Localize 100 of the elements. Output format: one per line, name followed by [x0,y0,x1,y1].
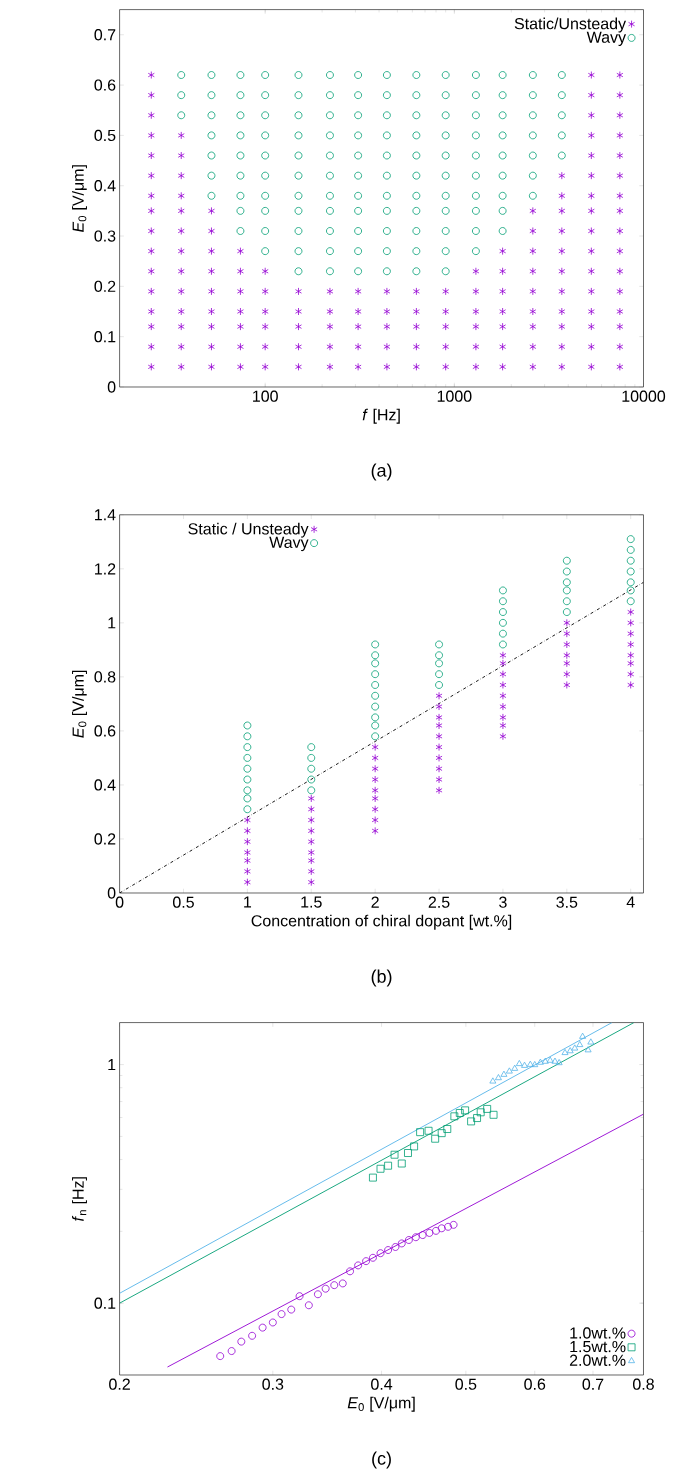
point [307,837,315,846]
point [435,721,443,730]
point [371,651,380,660]
point [435,713,443,722]
y-tick-label: 0.8 [94,671,116,683]
point [371,732,380,741]
point [243,826,251,835]
point [435,702,443,711]
point [626,597,635,606]
x-tick-label: 3.5 [556,896,578,908]
y-tick-label: 1.2 [95,563,116,575]
point [563,640,571,649]
point [499,702,507,711]
y-tick-label: 0.6 [94,725,116,737]
x-tick-label: 0.5 [455,1378,477,1390]
x-tick-label: 0.6 [524,1378,546,1390]
point [563,651,571,660]
point [243,721,252,730]
point [243,732,252,741]
text: (b) [371,969,392,987]
point [626,578,635,587]
point [435,691,443,700]
x-tick-label: 0.8 [632,1378,654,1390]
point [562,586,571,595]
point [243,754,252,762]
y-tick-label: 0.2 [94,280,116,293]
point [499,721,507,730]
x-tick-label: 2.5 [428,896,450,908]
y-tick-label: 1 [108,617,116,629]
point [499,618,507,627]
point [627,670,635,679]
point [499,629,507,638]
point [371,805,379,814]
point [435,775,443,784]
legend-label: 1.5wt.% [570,1340,626,1353]
x-tick-label: 0.3 [262,1378,284,1390]
point [307,786,316,795]
point [243,805,252,814]
point [499,597,507,606]
y-tick-label: 0.3 [94,230,116,242]
x-tick-label: 4 [626,896,635,908]
y-tick-label: 0.4 [94,180,116,192]
point [435,670,443,679]
point [307,826,315,835]
y-tick-label: 0.1 [94,331,116,343]
point [563,629,571,638]
point [371,681,380,689]
point [371,794,379,803]
x-tick-label: 10000 [622,390,666,402]
point [499,681,507,689]
y-tick-label: 0.1 [94,1297,116,1309]
point [243,816,251,824]
point [307,754,316,762]
point [243,867,251,876]
point [626,535,635,544]
point [243,878,251,887]
point [307,848,315,857]
point [307,775,316,784]
x-tick-label: 0.5 [173,896,194,908]
point [499,691,507,700]
legend-label: Static / Unsteady [188,522,309,538]
point [371,743,379,752]
point [371,713,380,722]
point [562,597,571,606]
legend-label: Wavy [269,536,309,552]
point [435,651,443,660]
point [243,764,252,773]
point [307,794,315,803]
point [435,786,443,795]
point [371,764,379,773]
point [562,567,571,576]
legend-label: 2.0wt.% [569,1354,626,1366]
point [499,640,507,649]
point [563,681,571,689]
y-axis-title: E$_{0}$ [V/μm] [72,670,87,738]
point [307,743,316,752]
point [243,856,251,865]
point [627,640,635,649]
x-axis-title: E$_{0}$ [V/μm] [347,1396,415,1412]
x-axis-title: Concentration of chiral dopant [wt.%] [251,914,512,930]
legend-label: Wavy [586,31,627,46]
x-tick-label: 100 [253,390,278,402]
point [243,794,252,803]
point [499,670,507,679]
point [499,608,507,616]
point [563,618,571,627]
point [435,754,443,762]
point [499,651,507,660]
y-tick-label: 1 [108,1059,116,1071]
point [626,586,635,595]
point [435,743,443,752]
x-tick-label: 1 [244,896,252,908]
x-tick-label: 0.7 [582,1378,604,1390]
point [627,651,635,660]
point [627,629,635,638]
legend-label: 1.0wt.% [570,1327,626,1339]
point [371,640,380,649]
y-tick-label: 0.4 [94,779,116,791]
y-tick-label: 0.6 [94,79,116,91]
point [499,586,507,595]
